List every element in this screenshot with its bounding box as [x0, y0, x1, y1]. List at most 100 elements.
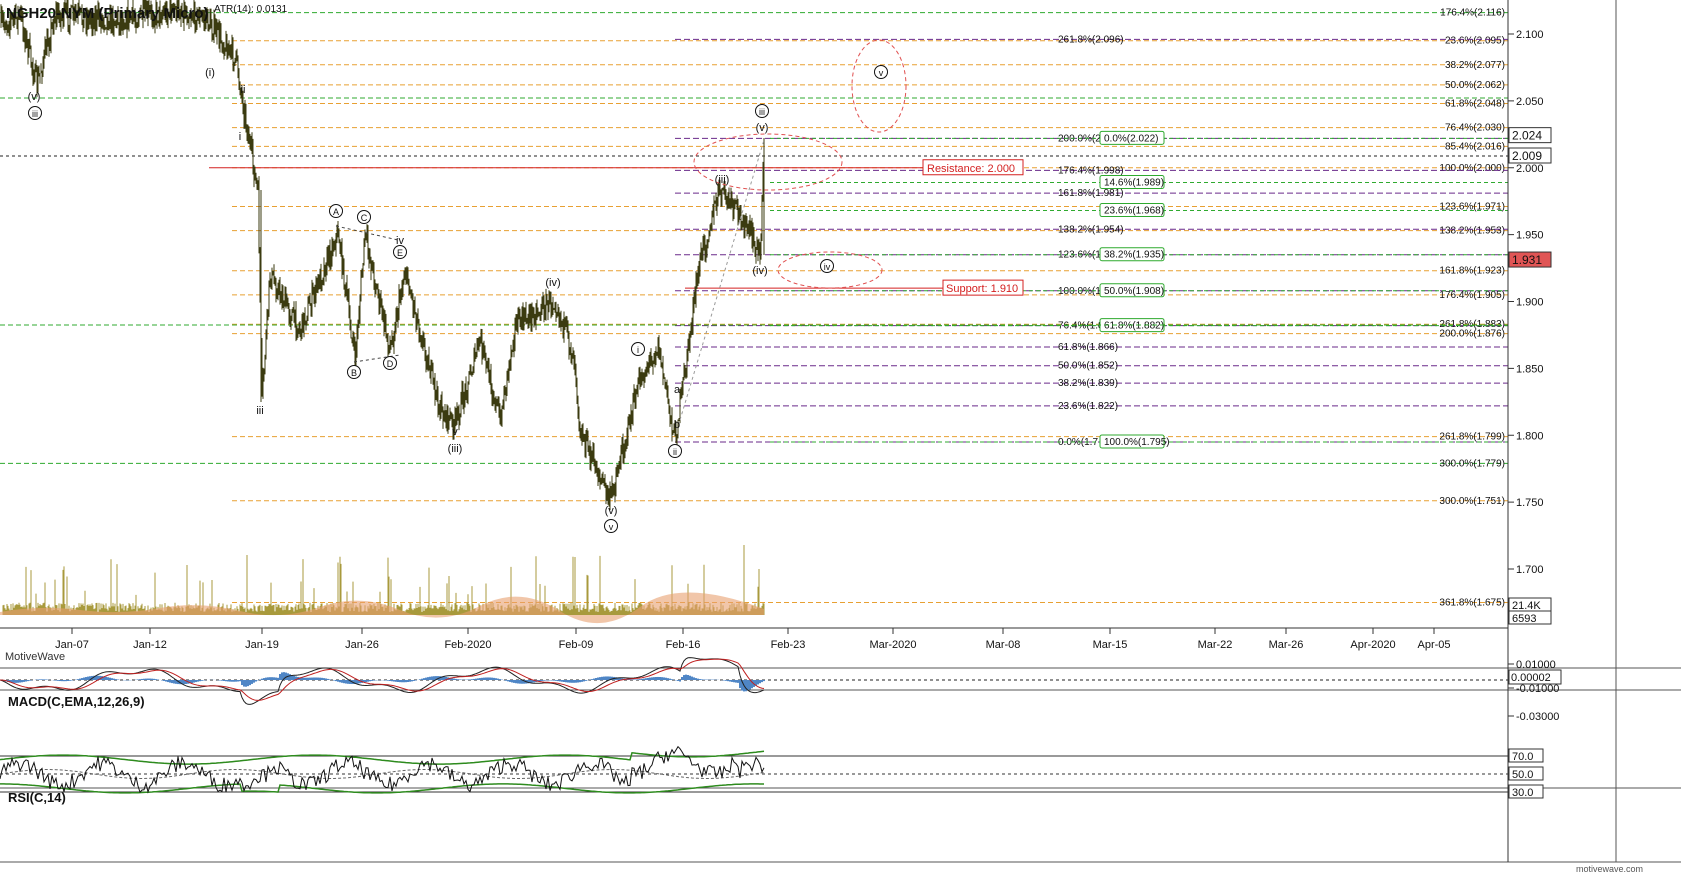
wave-label: iv: [824, 262, 831, 272]
price-tick-label: 1.750: [1516, 497, 1544, 509]
wave-label: B: [351, 368, 357, 378]
fib-box: [1099, 130, 1165, 145]
time-tick-label: Feb-23: [771, 639, 806, 651]
rsi-title: RSI(C,14): [8, 790, 66, 805]
current-price: 2.024: [1512, 129, 1542, 143]
time-tick-label: Mar-26: [1269, 639, 1304, 651]
rsi-line: [0, 745, 765, 794]
wave-label: a: [674, 384, 681, 396]
support-label: Support: 1.910: [946, 283, 1018, 295]
fib-box: [1099, 283, 1165, 298]
fib-box: [1099, 203, 1165, 218]
fib-label-mid: 200.0%(2.0: [1058, 133, 1110, 144]
wave-circle: [755, 104, 769, 118]
fib-label-right: 176.4%(1.905): [1439, 290, 1505, 301]
fib-label-mid: 138.2%(1.954): [1058, 224, 1124, 235]
target-ellipse: [777, 251, 883, 289]
fib-label-boxed: 38.2%(1.935): [1104, 250, 1164, 261]
macd-current: 0.00002: [1511, 672, 1551, 684]
wave-label: i: [239, 131, 241, 143]
fib-box: [1099, 174, 1165, 189]
volume-other: 6593: [1512, 613, 1536, 625]
fib-label-right: 300.0%(1.779): [1439, 458, 1505, 469]
price-tick-label: 1.950: [1516, 230, 1544, 242]
time-tick-label: Apr-2020: [1350, 639, 1395, 651]
wave-label: (i): [205, 67, 215, 79]
wave-label: (v): [28, 91, 41, 103]
rsi-tick-label: 30.0: [1512, 787, 1533, 799]
panel-frames: [0, 0, 1681, 863]
time-tick-label: Jan-07: [55, 639, 89, 651]
wave-circle: [874, 65, 888, 79]
wave-label: (iii): [715, 174, 730, 186]
time-tick-label: Feb-2020: [444, 639, 491, 651]
wave-label: iii: [32, 109, 38, 119]
fib-label-boxed: 100.0%(1.795): [1104, 437, 1170, 448]
price-bars: [0, 0, 765, 511]
channel-line: [679, 139, 765, 421]
current-price-box: [1508, 127, 1552, 144]
wave-circle: [383, 356, 397, 370]
watermark: MotiveWave: [5, 651, 65, 663]
wave-circle: [820, 259, 834, 273]
fib-label-right: 100.0%(2.000): [1439, 163, 1505, 174]
fib-label-right: 300.0%(1.751): [1439, 496, 1505, 507]
target-ellipse: [693, 133, 843, 191]
fib-label-mid: 50.0%(1.852): [1058, 361, 1118, 372]
fib-label-right: 85.4%(2.016): [1445, 141, 1505, 152]
price-tick-label: 1.900: [1516, 297, 1544, 309]
fib-label-mid: 38.2%(1.839): [1058, 378, 1118, 389]
rsi-tick-label: 70.0: [1512, 751, 1533, 763]
fib-label-boxed: 23.6%(1.968): [1104, 206, 1164, 217]
macd-tick-label: 0.01000: [1516, 659, 1556, 671]
rsi-tick-label: 50.0: [1512, 769, 1533, 781]
target-ellipse: [851, 39, 907, 133]
fib-label-right: 76.4%(2.030): [1445, 123, 1505, 134]
fib-label-mid: 176.4%(1.998): [1058, 165, 1124, 176]
wave-circle: [329, 204, 343, 218]
volume-other-box: [1508, 610, 1552, 625]
price-tick-label: 2.050: [1516, 96, 1544, 108]
fib-label-right: 50.0%(2.062): [1445, 80, 1505, 91]
last-price: 1.931: [1512, 253, 1542, 267]
fib-label-right: 138.2%(1.953): [1439, 226, 1505, 237]
fib-label-boxed: 14.6%(1.989): [1104, 177, 1164, 188]
support-box: [942, 279, 1024, 296]
time-tick-label: Jan-12: [133, 639, 167, 651]
volume-last: 21.4K: [1512, 600, 1541, 612]
fib-label-right: 23.6%(2.095): [1445, 36, 1505, 47]
time-tick-label: Mar-2020: [869, 639, 916, 651]
wave-label: iv: [396, 235, 404, 247]
fib-label-mid: 61.8%(1.866): [1058, 342, 1118, 353]
wave-label: ii: [241, 84, 246, 96]
wave-label: b: [674, 419, 680, 431]
wave-label: ii: [673, 447, 677, 457]
wave-annotations: (v)iii(i)iiiiiiACivEBDv(iii)(iv)(v)viabi…: [28, 39, 907, 533]
time-tick-label: Mar-08: [986, 639, 1021, 651]
wave-label: (v): [605, 505, 618, 517]
fib-label-right: 161.8%(1.923): [1439, 266, 1505, 277]
macd-current-box: [1508, 669, 1562, 685]
macd-signal: [0, 658, 765, 701]
wave-label: (iv): [545, 277, 560, 289]
rsi-average: [0, 769, 765, 779]
fib-label-right: 176.4%(2.116): [1440, 8, 1505, 19]
rsi-upper-band: [0, 750, 765, 765]
wave-label: A: [333, 207, 339, 217]
fib-label-right: 38.2%(2.077): [1445, 60, 1505, 71]
wave-circle: [604, 519, 618, 533]
price-tick-label: 1.800: [1516, 430, 1544, 442]
macd-tick-label: -0.01000: [1516, 683, 1559, 695]
atr-readout: ATR(14): 0.0131: [214, 4, 288, 15]
price-tick-label: 2.000: [1516, 163, 1544, 175]
wave-circle: [28, 106, 42, 120]
fib-label-mid: 23.6%(1.822): [1058, 401, 1118, 412]
wave-label: (iii): [448, 443, 463, 455]
fib-label-mid: 161.8%(1.981): [1058, 188, 1124, 199]
wave-label: (v): [756, 122, 769, 134]
time-tick-label: Jan-26: [345, 639, 379, 651]
prev-close: 2.009: [1512, 149, 1542, 163]
volume-average: [0, 592, 764, 624]
